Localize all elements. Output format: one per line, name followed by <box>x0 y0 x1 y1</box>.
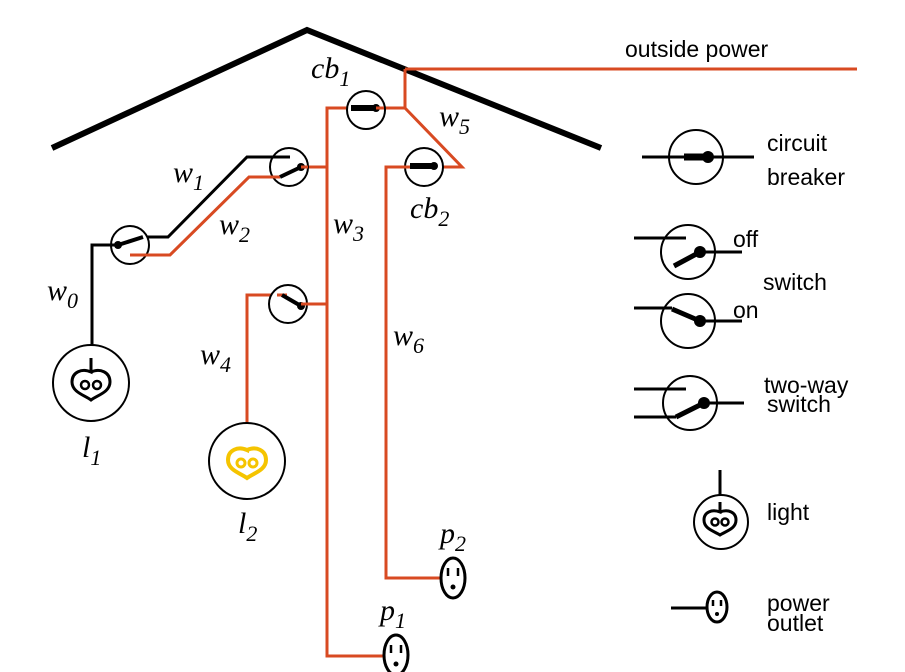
light-l1 <box>52 344 130 422</box>
label-l2: l2 <box>238 507 257 546</box>
legend-light-icon <box>693 470 749 550</box>
legend: circuit breaker off switch on <box>634 129 849 636</box>
power-feed-wire <box>382 69 407 110</box>
legend-switch-on-icon <box>634 293 742 349</box>
legend-two-way-line1: two-way <box>764 372 849 398</box>
label-p1: p1 <box>378 594 406 633</box>
wire-w5 <box>403 106 466 169</box>
switch-l2[interactable] <box>268 284 308 324</box>
label-p2: p2 <box>438 517 466 556</box>
label-w1: w1 <box>173 156 204 195</box>
two-way-switch-lower[interactable] <box>105 225 150 265</box>
label-w3: w3 <box>333 207 364 246</box>
power-outlet-p1 <box>382 633 410 672</box>
house-roof <box>50 26 603 151</box>
legend-power-outlet-line1: power <box>767 590 830 616</box>
two-way-switch-upper[interactable] <box>269 147 309 187</box>
legend-power-outlet-icon <box>671 590 729 624</box>
label-w6: w6 <box>393 319 424 358</box>
wire-w6 <box>384 165 440 580</box>
light-l2 <box>208 422 286 500</box>
label-cb1: cb1 <box>311 52 350 91</box>
wire-w1 <box>144 155 290 239</box>
outside-power-label: outside power <box>625 36 769 62</box>
legend-circuit-breaker-line1: circuit <box>767 130 828 156</box>
legend-switch-label: switch <box>763 269 827 295</box>
circuit-breaker-cb2[interactable] <box>400 147 444 187</box>
legend-two-way-line2: switch <box>767 391 831 417</box>
legend-circuit-breaker-line2: breaker <box>767 164 845 190</box>
legend-power-outlet-line2: outlet <box>767 610 824 636</box>
label-w5: w5 <box>439 100 470 139</box>
power-outlet-p2 <box>439 556 467 600</box>
label-w4: w4 <box>200 338 231 377</box>
label-l1: l1 <box>82 431 101 470</box>
legend-light-label: light <box>767 499 810 525</box>
wire-w0 <box>90 243 117 358</box>
label-w2: w2 <box>219 208 250 247</box>
legend-on-label: on <box>733 297 759 323</box>
legend-off-label: off <box>733 226 759 252</box>
circuit-breaker-cb1[interactable] <box>346 90 386 130</box>
wire-w2 <box>130 175 280 257</box>
legend-two-way-switch-icon <box>634 375 744 431</box>
legend-switch-off-icon <box>634 224 742 280</box>
wire-w3 <box>325 106 383 658</box>
label-cb2: cb2 <box>410 192 449 231</box>
label-w0: w0 <box>47 274 78 313</box>
legend-circuit-breaker-icon <box>642 129 754 185</box>
